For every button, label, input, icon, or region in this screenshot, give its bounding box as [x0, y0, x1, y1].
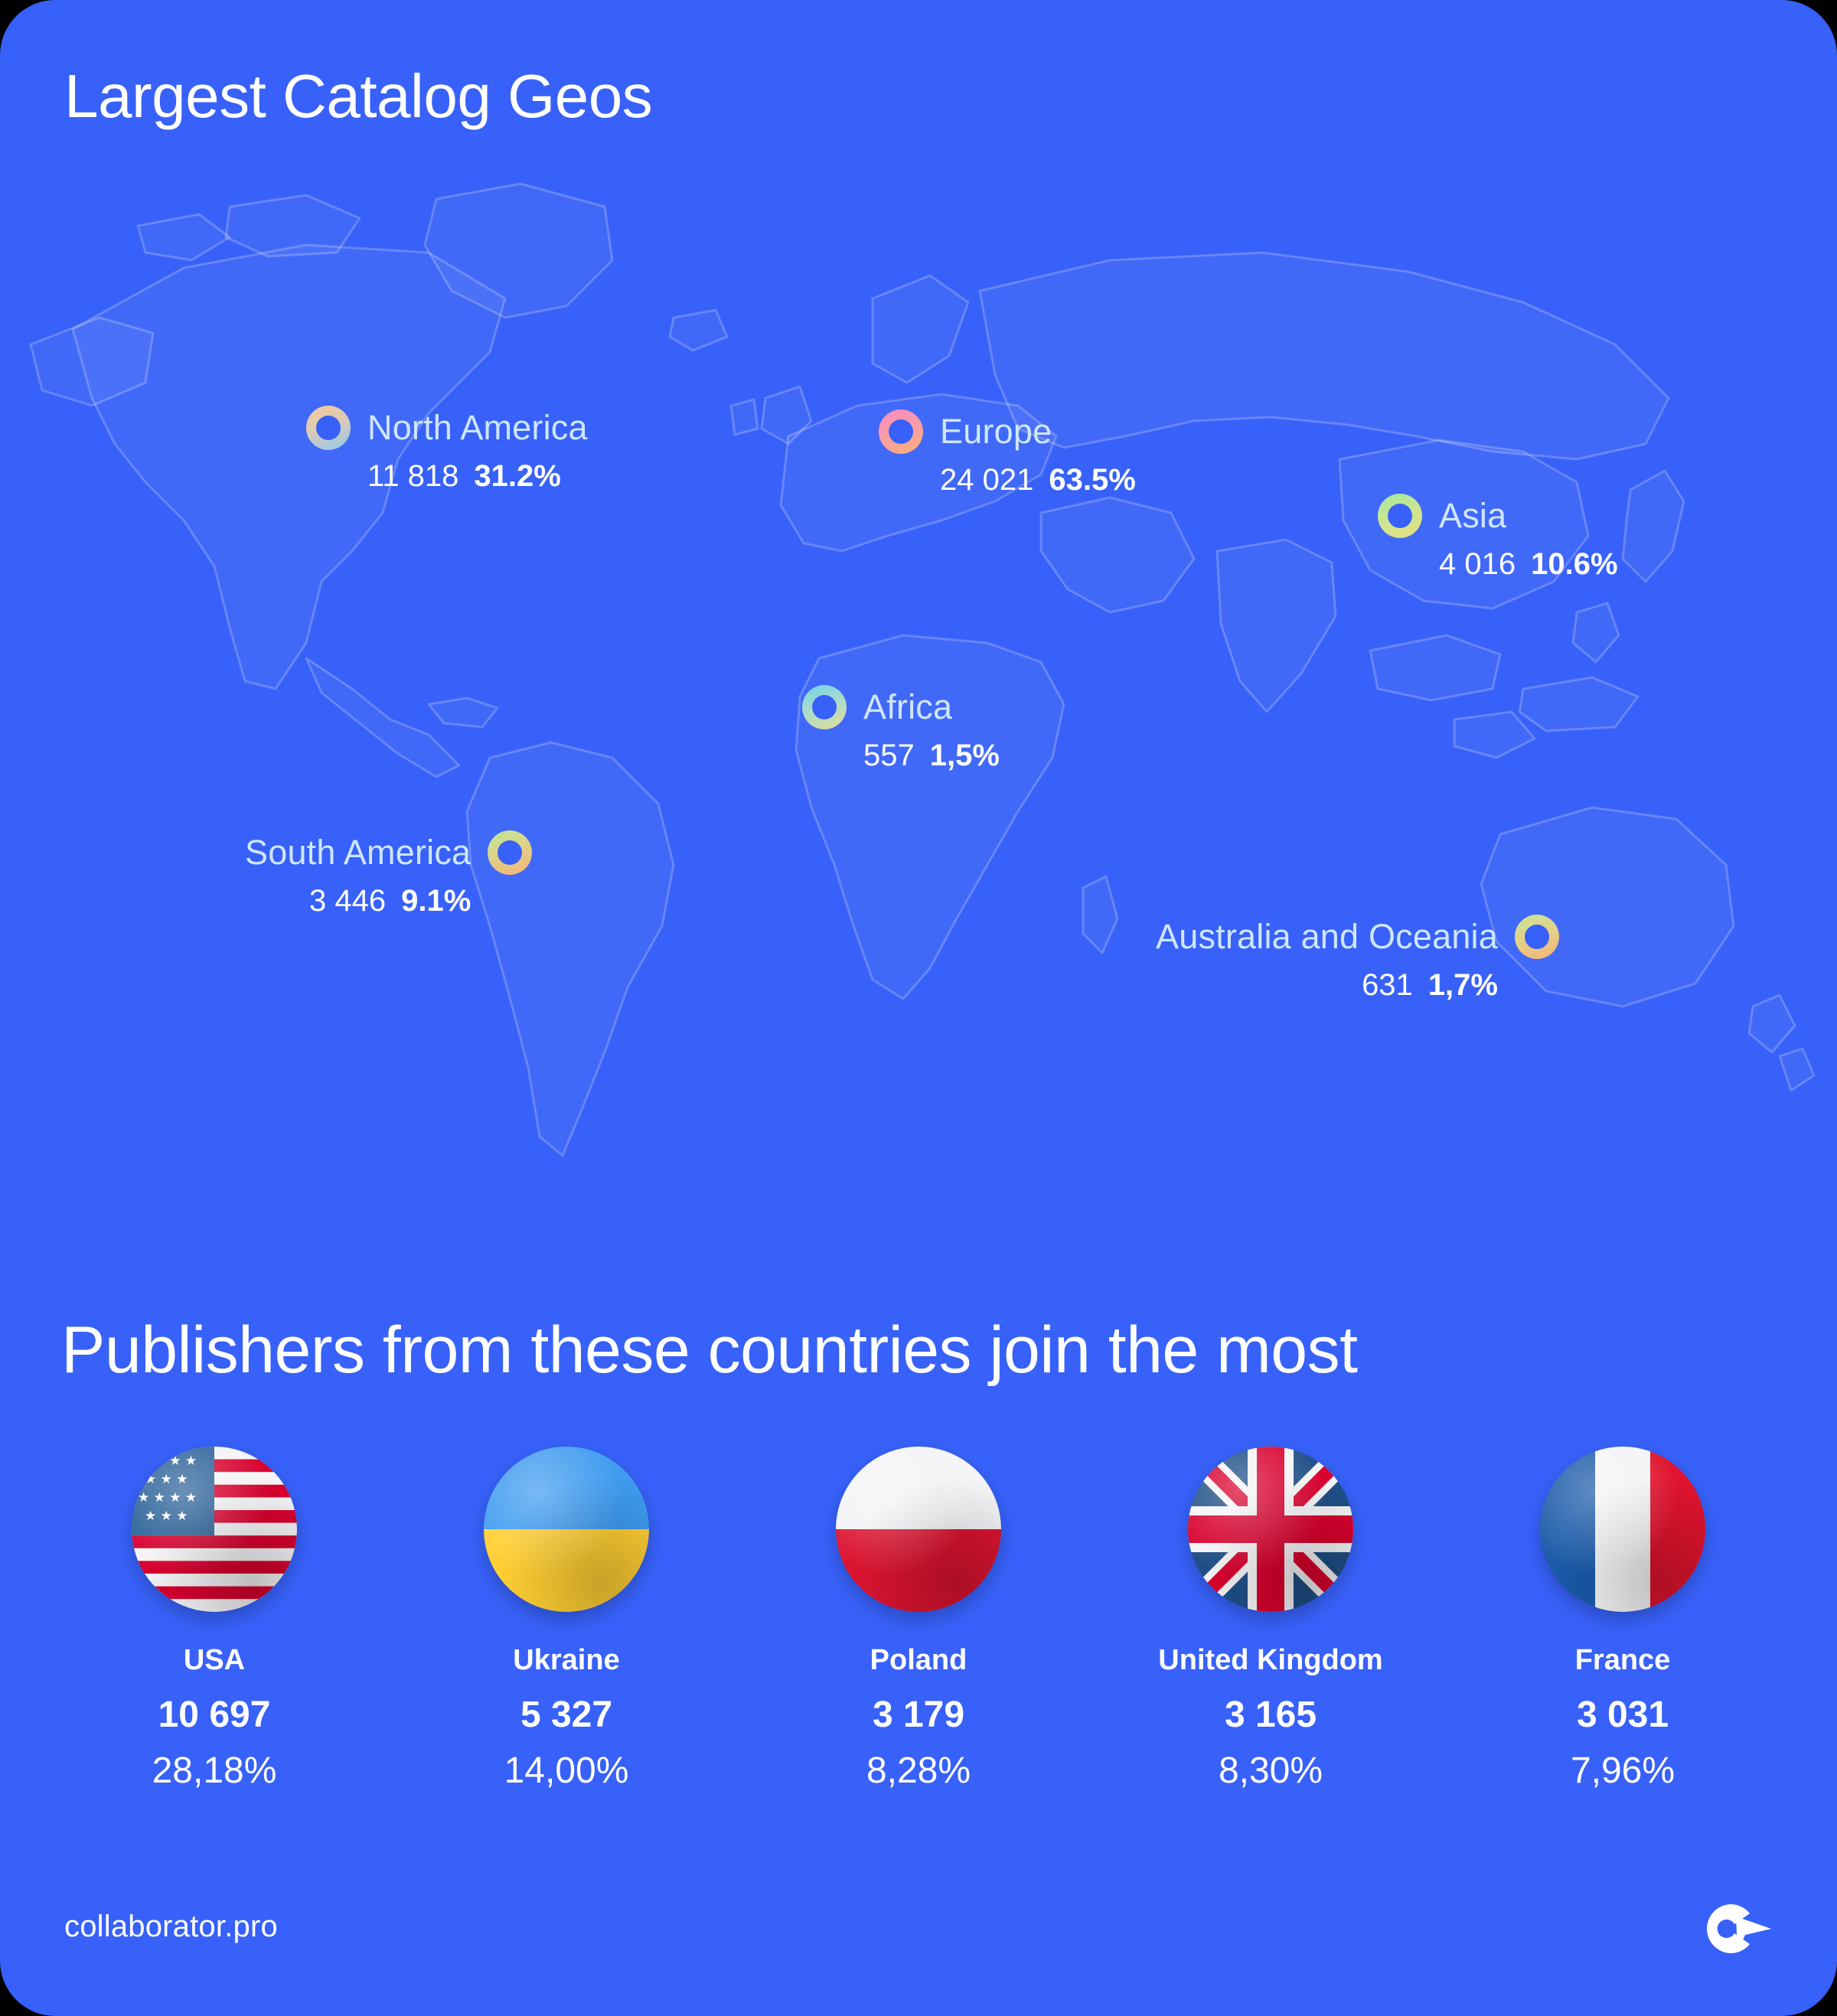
flag-poland-icon [836, 1447, 1001, 1612]
country-percent: 8,28% [866, 1750, 971, 1791]
country-name: Ukraine [513, 1644, 620, 1676]
region-name: North America [367, 408, 588, 447]
flag-france-icon [1540, 1447, 1705, 1612]
country-stats-list: ★ ★ ★ ★ ★ ★ ★ ★ ★ ★ ★ ★ ★ ★ USA 10 697 2… [46, 1447, 1791, 1792]
collaborator-logo-icon [1692, 1898, 1776, 1959]
map-region-south-america[interactable]: South America 3 446 9.1% [245, 830, 533, 918]
country-percent: 14,00% [504, 1750, 629, 1791]
svg-text:★ ★ ★ ★: ★ ★ ★ ★ [138, 1453, 197, 1469]
country-name: USA [183, 1644, 246, 1676]
country-card-france[interactable]: France 3 031 7,96% [1454, 1447, 1791, 1792]
country-name: France [1574, 1644, 1671, 1676]
svg-text:★ ★ ★ ★: ★ ★ ★ ★ [138, 1490, 197, 1505]
flag-usa-icon: ★ ★ ★ ★ ★ ★ ★ ★ ★ ★ ★ ★ ★ ★ [132, 1447, 297, 1612]
map-region-north-america[interactable]: North America 11 818 31.2% [306, 406, 588, 494]
world-map [0, 153, 1837, 1186]
region-name: Asia [1439, 496, 1507, 535]
region-value: 3 446 [308, 884, 387, 918]
page-title: Largest Catalog Geos [64, 62, 653, 130]
footer-site-url[interactable]: collaborator.pro [64, 1910, 278, 1943]
region-percent: 9.1% [401, 884, 471, 918]
flag-ukraine-icon [484, 1447, 649, 1612]
country-value: 3 179 [872, 1695, 965, 1735]
region-ring-icon [1514, 915, 1559, 959]
region-ring-icon [488, 830, 533, 875]
country-name: Poland [870, 1644, 967, 1676]
country-value: 3 031 [1576, 1695, 1669, 1735]
flag-united-kingdom-icon [1188, 1447, 1353, 1612]
svg-text:★ ★ ★: ★ ★ ★ [145, 1509, 188, 1524]
country-value: 10 697 [158, 1695, 271, 1735]
region-name: South America [245, 833, 471, 872]
region-percent: 10.6% [1531, 547, 1618, 581]
region-percent: 1,7% [1428, 968, 1498, 1002]
region-ring-icon [1378, 494, 1422, 538]
section-title: Publishers from these countries join the… [61, 1313, 1358, 1387]
country-percent: 7,96% [1570, 1750, 1675, 1791]
map-region-africa[interactable]: Africa 557 1,5% [802, 685, 1000, 773]
region-name: Africa [863, 687, 953, 726]
region-percent: 31.2% [474, 459, 561, 493]
country-card-usa[interactable]: ★ ★ ★ ★ ★ ★ ★ ★ ★ ★ ★ ★ ★ ★ USA 10 697 2… [46, 1447, 383, 1792]
region-ring-icon [306, 406, 351, 450]
region-percent: 1,5% [929, 739, 1000, 772]
region-value: 631 [1362, 968, 1413, 1002]
region-name: Australia and Oceania [1156, 917, 1498, 956]
region-ring-icon [802, 685, 847, 729]
region-value: 11 818 [367, 459, 459, 493]
map-region-asia[interactable]: Asia 4 016 10.6% [1378, 494, 1618, 582]
region-percent: 63.5% [1049, 463, 1136, 497]
country-card-poland[interactable]: Poland 3 179 8,28% [750, 1447, 1087, 1792]
country-card-ukraine[interactable]: Ukraine 5 327 14,00% [398, 1447, 735, 1792]
country-value: 3 165 [1224, 1695, 1317, 1735]
country-value: 5 327 [520, 1695, 613, 1735]
country-card-united-kingdom[interactable]: United Kingdom 3 165 8,30% [1102, 1447, 1439, 1792]
region-ring-icon [879, 409, 923, 454]
region-value: 4 016 [1439, 547, 1516, 581]
region-value: 24 021 [940, 463, 1034, 497]
country-percent: 8,30% [1218, 1750, 1323, 1791]
map-region-europe[interactable]: Europe 24 021 63.5% [879, 409, 1136, 497]
region-name: Europe [940, 412, 1052, 451]
country-percent: 28,18% [152, 1750, 277, 1791]
svg-text:★ ★ ★: ★ ★ ★ [145, 1472, 188, 1487]
map-region-australia-and-oceania[interactable]: Australia and Oceania 631 1,7% [1156, 915, 1559, 1003]
region-value: 557 [863, 739, 915, 772]
country-name: United Kingdom [1158, 1644, 1383, 1676]
